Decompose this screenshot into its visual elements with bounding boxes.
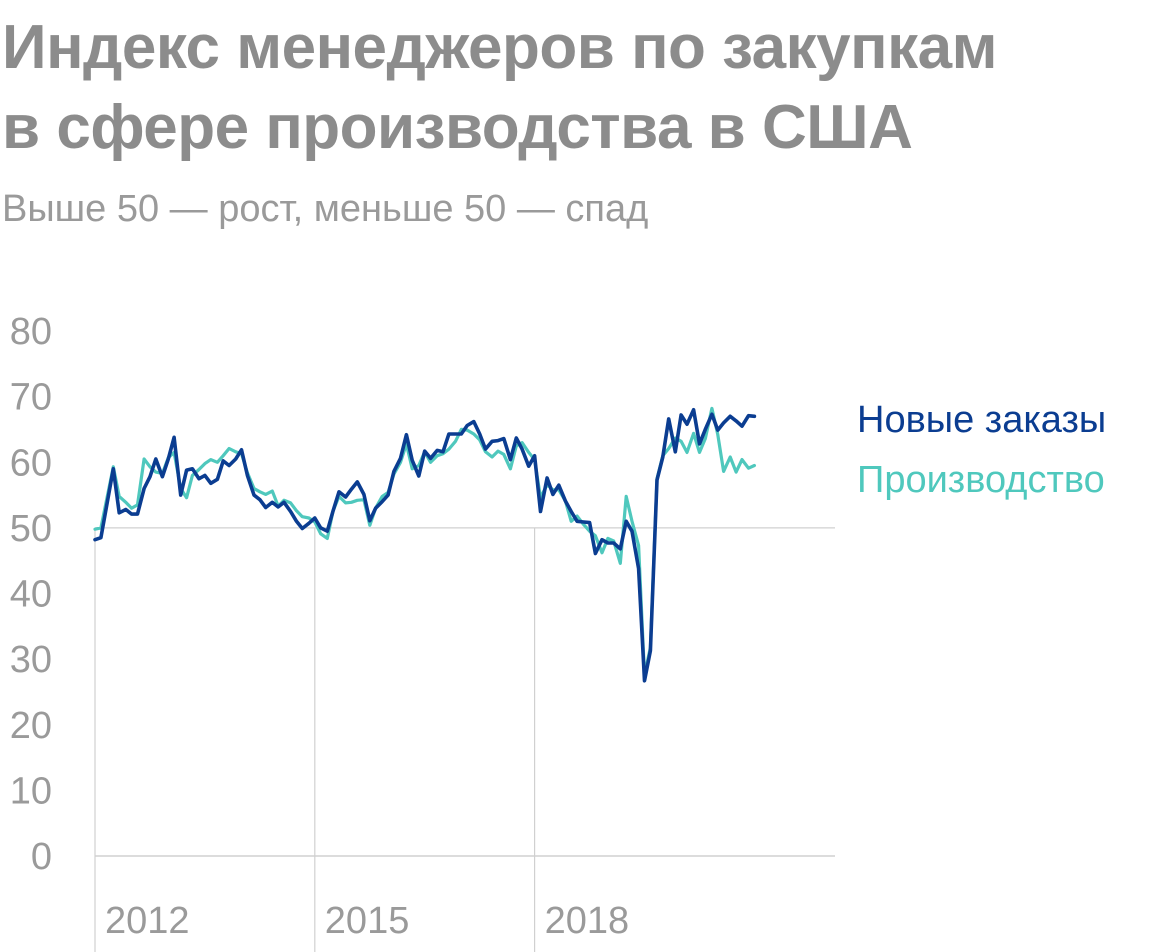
y-tick-label: 0 (31, 836, 52, 878)
y-tick-label: 50 (10, 508, 52, 550)
chart-title: Индекс менеджеров по закупкам в сфере пр… (2, 8, 1152, 168)
y-tick-label: 30 (10, 639, 52, 681)
y-tick-label: 10 (10, 770, 52, 812)
chart-title-line-2: в сфере производства в США (2, 93, 913, 162)
x-tick-label: 2015 (325, 900, 410, 942)
x-axis-ticks: 2012 2015 2018 (94, 527, 630, 952)
chart-subtitle: Выше 50 — рост, меньше 50 — спад (2, 188, 649, 230)
x-tick-label: 2018 (545, 900, 630, 942)
legend: Новые заказы Производство (857, 399, 1106, 501)
series-line-new-orders (93, 408, 757, 683)
x-tick-label: 2012 (105, 900, 190, 942)
y-axis-ticks: 0 10 20 30 40 50 60 70 80 (10, 311, 52, 878)
y-tick-label: 60 (10, 442, 52, 484)
y-tick-label: 80 (10, 311, 52, 353)
grid (95, 527, 835, 857)
legend-item-production: Производство (857, 459, 1105, 501)
chart-title-line-1: Индекс менеджеров по закупкам (2, 13, 997, 82)
y-tick-label: 20 (10, 705, 52, 747)
series-lines (93, 406, 757, 683)
y-tick-label: 40 (10, 574, 52, 616)
legend-item-new-orders: Новые заказы (857, 399, 1106, 441)
y-tick-label: 70 (10, 377, 52, 419)
